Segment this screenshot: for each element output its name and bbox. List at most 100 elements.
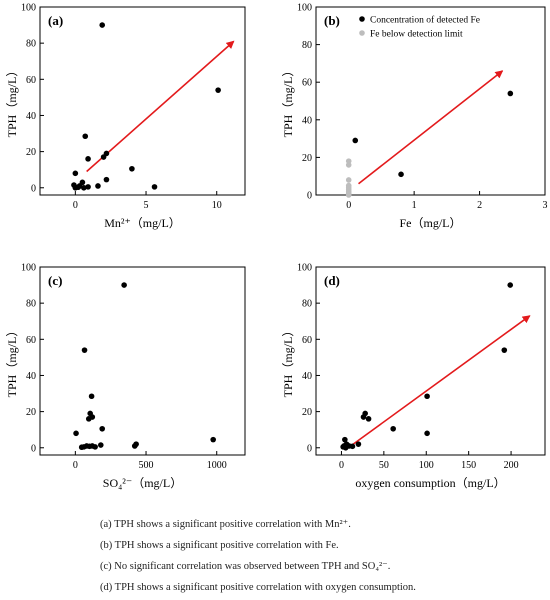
- data-point-c: [86, 443, 93, 450]
- y-axis-label-c: TPH（mg/L）: [5, 325, 19, 398]
- y-tick-label-a: 20: [26, 147, 36, 158]
- data-point-c: [88, 393, 95, 400]
- data-point-b-series0: [507, 90, 514, 97]
- data-point-a: [99, 22, 106, 28]
- y-tick-label-c: 100: [21, 263, 36, 274]
- legend-marker-1: [359, 30, 365, 36]
- data-point-d: [342, 444, 349, 451]
- x-tick-label-b: 3: [543, 200, 548, 211]
- data-point-b-series0: [398, 171, 404, 178]
- y-tick-label-d: 0: [307, 443, 312, 454]
- caption-list: (a) TPH shows a significant positive cor…: [100, 514, 545, 598]
- data-point-c: [73, 430, 79, 437]
- data-point-d: [349, 443, 356, 450]
- data-point-d: [501, 347, 508, 353]
- y-tick-label-d: 100: [297, 263, 312, 274]
- data-point-a: [75, 184, 81, 191]
- data-point-a: [215, 87, 221, 93]
- y-tick-label-b: 100: [297, 3, 312, 14]
- y-tick-label-c: 20: [26, 407, 36, 418]
- x-tick-label-d: 0: [339, 460, 344, 471]
- data-point-a: [85, 184, 91, 190]
- data-point-d: [424, 393, 430, 400]
- x-tick-label-d: 200: [504, 460, 519, 471]
- panel-label-c: (c): [48, 273, 62, 288]
- caption-a: (a) TPH shows a significant positive cor…: [100, 519, 351, 530]
- data-point-a: [100, 154, 107, 160]
- y-tick-label-d: 20: [302, 407, 312, 418]
- data-point-a: [72, 170, 79, 177]
- panel-a: 0 20 40 60 80 100 0 5 10 Mn²⁺（mg/L） TPH（mg/L） (a): [5, 3, 246, 230]
- x-axis-label-b: Fe（mg/L）: [400, 216, 462, 230]
- panel-d: 0 20 40 60 80 100 0 50 100 150 200 oxygen consumpti…: [281, 263, 546, 490]
- data-point-a: [129, 165, 135, 172]
- legend-marker-0: [359, 16, 365, 22]
- y-axis-label-a: TPH（mg/L）: [5, 65, 19, 138]
- data-point-b-series1: [345, 192, 352, 198]
- trend-arrow-a: [86, 40, 235, 173]
- y-tick-label-a: 100: [21, 3, 36, 14]
- data-point-c: [85, 416, 92, 422]
- legend-label-0: Concentration of detected Fe: [370, 15, 480, 26]
- data-point-a: [151, 184, 158, 190]
- y-tick-label-c: 80: [26, 299, 36, 310]
- data-point-d: [390, 425, 396, 432]
- x-axis-label-d: oxygen consumption（mg/L）: [355, 476, 505, 490]
- plot-frame-b: [315, 6, 546, 196]
- data-point-a: [103, 176, 110, 183]
- plot-frame-a: [39, 6, 246, 196]
- caption-b: (b) TPH shows a significant positive cor…: [100, 540, 339, 551]
- y-tick-label-c: 0: [31, 443, 36, 454]
- data-point-c: [121, 282, 127, 288]
- data-point-a: [95, 183, 101, 189]
- panel-label-b: (b): [324, 13, 340, 28]
- panel-label-d: (d): [324, 273, 340, 288]
- panel-label-a: (a): [48, 13, 63, 28]
- legend-label-1: Fe below detection limit: [370, 30, 463, 40]
- data-point-b-series1: [345, 177, 352, 183]
- data-point-c: [97, 442, 104, 448]
- y-tick-label-b: 80: [302, 40, 312, 51]
- caption-c: (c) No significant correlation was obser…: [100, 561, 391, 572]
- y-tick-label-a: 0: [31, 183, 36, 194]
- trend-arrow-d: [347, 315, 531, 449]
- y-tick-label-b: 20: [302, 153, 312, 164]
- y-tick-label-b: 60: [302, 78, 312, 89]
- data-point-a: [85, 156, 91, 162]
- y-axis-label-b: TPH（mg/L）: [281, 65, 295, 138]
- y-tick-label-c: 60: [26, 335, 36, 346]
- y-tick-label-a: 60: [26, 75, 36, 86]
- x-axis-label-c: SO₄²⁻（mg/L）: [103, 476, 182, 490]
- data-point-d: [355, 441, 362, 447]
- data-point-c: [92, 444, 98, 450]
- data-point-c: [99, 425, 106, 432]
- x-tick-label-c: 0: [73, 460, 78, 471]
- data-point-d: [342, 436, 348, 443]
- plot-frame-d: [315, 266, 546, 456]
- data-point-d: [360, 414, 367, 420]
- y-tick-label-d: 40: [302, 371, 312, 382]
- trend-arrow-b: [358, 70, 504, 185]
- data-point-b-series0: [352, 137, 359, 144]
- x-tick-label-c: 500: [139, 460, 154, 471]
- x-axis-label-a: Mn²⁺（mg/L）: [104, 216, 181, 230]
- y-tick-label-b: 0: [307, 191, 312, 202]
- x-tick-label-d: 150: [461, 460, 476, 471]
- data-point-d: [507, 282, 514, 288]
- y-tick-label-a: 40: [26, 111, 36, 122]
- x-tick-label-c: 1000: [207, 460, 227, 471]
- x-tick-label-b: 2: [477, 200, 482, 211]
- y-tick-label-c: 40: [26, 371, 36, 382]
- plot-frame-c: [39, 266, 246, 456]
- data-point-d: [365, 416, 372, 422]
- x-tick-label-d: 50: [379, 460, 389, 471]
- data-point-a: [82, 133, 89, 140]
- y-tick-label-d: 60: [302, 335, 312, 346]
- data-point-b-series1: [345, 162, 352, 168]
- y-tick-label-a: 80: [26, 39, 36, 50]
- data-point-a: [81, 184, 87, 191]
- data-point-d: [424, 430, 430, 437]
- y-tick-label-b: 40: [302, 115, 312, 126]
